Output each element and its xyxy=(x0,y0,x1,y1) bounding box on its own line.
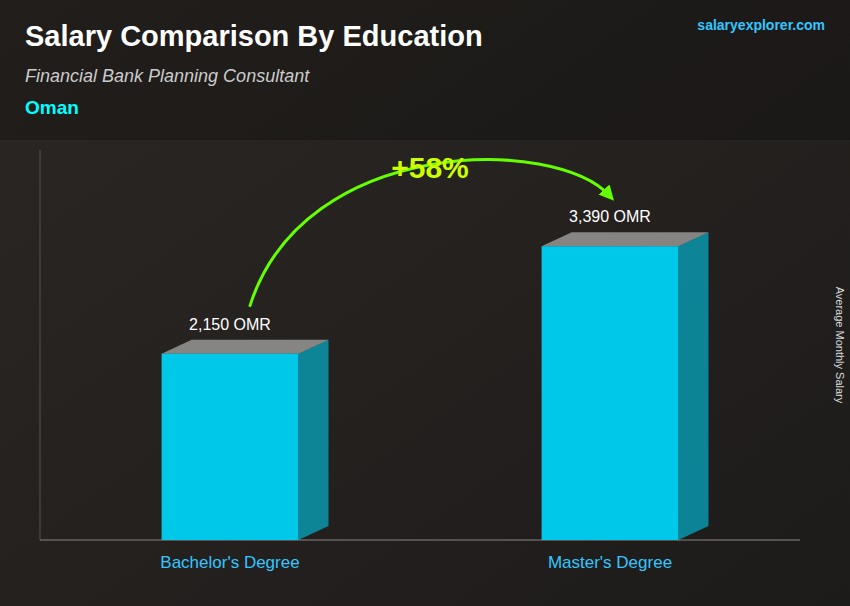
value-axis xyxy=(40,150,41,540)
category-label: Master's Degree xyxy=(548,553,672,572)
country: Oman xyxy=(25,97,79,118)
bar xyxy=(542,246,679,540)
subtitle: Financial Bank Planning Consultant xyxy=(25,66,310,86)
bar-top xyxy=(162,340,329,354)
category-label: Bachelor's Degree xyxy=(160,553,299,572)
header-band xyxy=(0,0,850,140)
data-label: 3,390 OMR xyxy=(569,208,651,225)
bar-side xyxy=(298,340,328,540)
bar-side xyxy=(678,232,708,540)
y-label: Average Monthly Salary xyxy=(834,287,846,404)
chart: 2,150 OMR Bachelor's Degree 3,390 OMR Maste… xyxy=(0,0,850,606)
website: salaryexplorer.com xyxy=(697,17,825,33)
baseline xyxy=(40,540,800,541)
title: Salary Comparison By Education xyxy=(25,20,483,52)
bar-top xyxy=(542,232,709,246)
pct-change: +58% xyxy=(391,151,469,184)
background xyxy=(0,0,850,606)
bars xyxy=(162,232,709,540)
bar xyxy=(162,354,299,540)
data-label: 2,150 OMR xyxy=(189,316,271,333)
